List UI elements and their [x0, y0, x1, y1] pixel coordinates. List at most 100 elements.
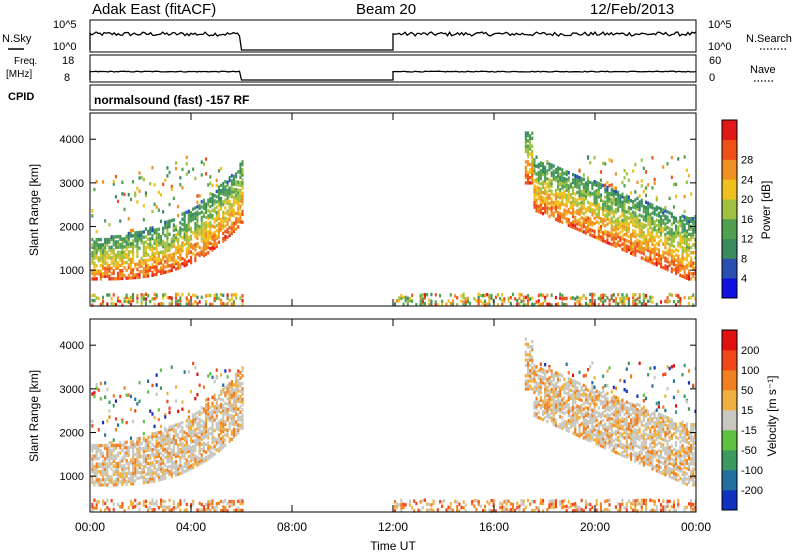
power-cell — [544, 202, 547, 206]
power-cell — [557, 192, 560, 196]
velocity-cell — [196, 424, 199, 428]
power-cell — [215, 183, 218, 187]
velocity-cell — [599, 508, 602, 512]
power-cell — [664, 256, 667, 260]
power-cell — [621, 293, 624, 297]
velocity-cell — [138, 449, 141, 454]
power-cell — [196, 228, 199, 233]
power-cell — [623, 246, 626, 250]
power-cell — [194, 214, 197, 218]
velocity-cell — [226, 410, 229, 414]
power-cell — [99, 269, 102, 273]
velocity-cell — [625, 421, 628, 425]
velocity-cell — [183, 456, 186, 461]
power-cell — [623, 184, 626, 188]
power-cell — [550, 303, 553, 307]
velocity-cell — [106, 506, 109, 510]
velocity-cell — [220, 436, 223, 441]
power-cell — [612, 186, 615, 190]
power-cell — [645, 242, 648, 246]
power-cell — [574, 218, 577, 222]
velocity-cell — [584, 505, 587, 509]
power-cell — [632, 210, 635, 214]
power-cell — [608, 302, 611, 307]
power-cell — [606, 222, 609, 226]
velocity-cell — [142, 470, 145, 474]
power-cell — [666, 162, 669, 166]
velocity-cell — [132, 445, 135, 449]
power-cell — [632, 218, 635, 222]
power-cell — [642, 207, 645, 211]
velocity-cell — [222, 505, 225, 509]
velocity-cell — [93, 464, 96, 469]
velocity-cell — [537, 400, 540, 404]
velocity-cell — [237, 386, 240, 390]
power-cell — [232, 229, 235, 233]
velocity-cell — [589, 402, 592, 406]
velocity-cell — [147, 506, 150, 510]
velocity-cell — [194, 443, 197, 448]
velocity-cell — [172, 466, 175, 470]
power-cell — [657, 261, 660, 265]
power-cell — [222, 202, 225, 207]
power-cell — [527, 181, 530, 185]
power-cell — [155, 238, 158, 242]
power-cell — [634, 222, 637, 226]
velocity-cell — [533, 372, 536, 376]
velocity-cell — [608, 413, 611, 418]
velocity-cell — [187, 409, 190, 414]
power-cell — [683, 195, 686, 199]
power-cell — [129, 268, 132, 272]
velocity-cell — [190, 448, 193, 452]
power-cell — [142, 274, 145, 279]
power-cell — [138, 236, 141, 240]
velocity-cell — [209, 502, 212, 506]
velocity-cell — [91, 475, 94, 479]
power-cell — [144, 269, 147, 273]
power-cell — [593, 193, 596, 197]
velocity-cell — [220, 508, 223, 513]
velocity-cell — [125, 445, 128, 450]
velocity-cell — [557, 390, 560, 394]
velocity-cell — [95, 500, 98, 504]
power-cell — [537, 189, 540, 193]
power-cell — [619, 236, 622, 240]
power-cell — [634, 298, 637, 303]
power-cell — [185, 249, 188, 254]
velocity-cell — [582, 425, 585, 430]
power-cell — [151, 249, 154, 254]
velocity-cell — [421, 498, 424, 503]
velocity-cell — [99, 483, 102, 487]
power-cell — [565, 178, 568, 182]
velocity-cell — [153, 463, 156, 467]
power-cell — [192, 302, 195, 307]
velocity-cell — [565, 428, 568, 432]
velocity-cell — [187, 426, 190, 430]
power-cell — [241, 168, 244, 172]
power-cell — [202, 206, 205, 210]
velocity-cell — [149, 506, 152, 510]
power-cell — [441, 303, 444, 307]
velocity-cell — [591, 424, 594, 428]
velocity-cell — [114, 417, 117, 421]
velocity-cell — [623, 436, 626, 440]
velocity-cell — [582, 402, 585, 406]
velocity-cell — [132, 471, 135, 475]
power-cell — [149, 242, 152, 246]
power-cell — [411, 293, 414, 297]
power-cell — [102, 264, 105, 268]
power-cell — [561, 212, 564, 217]
power-cell — [119, 269, 122, 273]
velocity-cell — [610, 412, 613, 416]
velocity-cell — [187, 433, 190, 438]
power-cell — [119, 274, 122, 278]
velocity-cell — [537, 387, 540, 391]
power-cell — [106, 271, 109, 276]
velocity-cell — [213, 439, 216, 443]
velocity-cell — [123, 474, 126, 479]
velocity-cell — [179, 429, 182, 434]
velocity-cell — [153, 424, 156, 429]
power-cell — [582, 222, 585, 226]
power-cell — [232, 182, 235, 186]
power-cell — [597, 202, 600, 207]
